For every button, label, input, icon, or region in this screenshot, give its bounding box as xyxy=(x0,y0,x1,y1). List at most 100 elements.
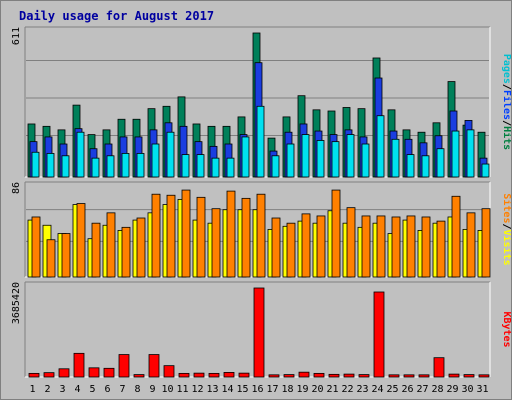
day-tick-label: 29 xyxy=(446,384,458,395)
kbytes-bar xyxy=(88,367,100,378)
kbytes-bar xyxy=(163,365,175,378)
day-tick-label: 31 xyxy=(476,384,488,395)
kbytes-bar xyxy=(58,368,70,378)
pages-bar xyxy=(181,154,190,178)
kbytes-bar xyxy=(178,372,190,378)
day-tick-label: 15 xyxy=(236,384,248,395)
kbytes-bar xyxy=(373,291,385,378)
sites-bar xyxy=(271,217,281,278)
pages-bar xyxy=(166,131,175,178)
kbytes-bar xyxy=(253,287,265,378)
pages-bar xyxy=(316,140,325,178)
pages-bar xyxy=(151,143,160,178)
day-tick-label: 5 xyxy=(89,384,95,395)
hits-side-label: Pages/Files/Hits xyxy=(501,54,512,150)
kbytes-side-label-part-0: KBytes xyxy=(501,311,511,347)
kbytes-bar xyxy=(223,372,235,378)
day-tick-label: 27 xyxy=(416,384,428,395)
kbytes-bar xyxy=(403,374,415,378)
pages-bar xyxy=(106,155,115,178)
day-tick-label: 28 xyxy=(431,384,443,395)
pages-bar xyxy=(346,134,355,178)
kbytes-bar xyxy=(388,374,400,378)
sites-bar xyxy=(196,196,206,278)
pages-bar xyxy=(361,143,370,178)
sites-bar xyxy=(226,190,236,278)
kbytes-bar xyxy=(418,374,430,378)
sites-bar xyxy=(301,213,311,278)
day-tick-label: 22 xyxy=(341,384,353,395)
kbytes-bar xyxy=(208,372,220,378)
kbytes-bar xyxy=(358,374,370,378)
pages-bar xyxy=(61,155,70,178)
sites-bar xyxy=(181,189,191,278)
kbytes-bar xyxy=(148,354,160,378)
kbytes-side-label-text: KBytes xyxy=(501,311,511,347)
pages-bar xyxy=(241,136,250,178)
day-tick-label: 10 xyxy=(161,384,173,395)
day-tick-label: 6 xyxy=(104,384,110,395)
sites-bar xyxy=(421,216,431,278)
day-tick-label: 23 xyxy=(356,384,368,395)
kbytes-bar xyxy=(73,352,85,378)
sites-bar xyxy=(406,215,416,278)
kbytes-bar xyxy=(28,372,40,378)
pages-bar xyxy=(301,134,310,178)
kbytes-bar xyxy=(103,367,115,378)
pages-bar xyxy=(76,131,85,178)
pages-bar xyxy=(196,154,205,178)
pages-bar xyxy=(481,163,490,178)
day-tick-label: 12 xyxy=(191,384,203,395)
sites-side-label-text: Sites/Visits xyxy=(501,193,511,265)
pages-bar xyxy=(466,129,475,178)
pages-bar xyxy=(376,115,385,178)
day-tick-label: 14 xyxy=(221,384,233,395)
kbytes-bar xyxy=(448,373,460,378)
kbytes-bar xyxy=(313,372,325,378)
day-tick-label: 26 xyxy=(401,384,413,395)
sites-bar xyxy=(106,212,116,278)
sites-bar xyxy=(151,193,161,278)
kbytes-bar xyxy=(478,374,490,378)
pages-bar xyxy=(31,151,40,178)
pages-bar xyxy=(271,155,280,178)
sites-bar xyxy=(91,222,101,278)
day-tick-label: 19 xyxy=(296,384,308,395)
day-tick-label: 8 xyxy=(134,384,140,395)
pages-bar xyxy=(436,148,445,178)
pages-bar xyxy=(406,154,415,178)
hits-side-label-part-0: Pages xyxy=(501,54,511,84)
pages-bar xyxy=(46,153,55,178)
pages-bar xyxy=(331,141,340,178)
day-tick-label: 25 xyxy=(386,384,398,395)
pages-bar xyxy=(136,153,145,178)
pages-bar xyxy=(226,157,235,178)
kbytes-side-label: KBytes xyxy=(501,311,512,347)
sites-bar xyxy=(46,239,56,278)
day-tick-label: 18 xyxy=(281,384,293,395)
sites-bar xyxy=(466,212,476,278)
sites-side-label: Sites/Visits xyxy=(501,193,512,265)
hits-side-label-part-1: / xyxy=(501,84,511,90)
kbytes-bar xyxy=(328,373,340,378)
day-tick-label: 1 xyxy=(29,384,35,395)
kbytes-bar xyxy=(193,372,205,378)
sites-bar xyxy=(391,216,401,278)
sites-side-label-part-1: / xyxy=(501,223,511,229)
sites-bar xyxy=(481,208,491,278)
sites-bar xyxy=(256,193,266,278)
kbytes-bar xyxy=(298,371,310,378)
sites-max-label: 86 xyxy=(11,182,22,194)
pages-bar xyxy=(421,155,430,178)
day-tick-label: 9 xyxy=(149,384,155,395)
sites-bar xyxy=(346,207,356,278)
kbytes-bar xyxy=(268,374,280,378)
sites-bar xyxy=(76,203,86,278)
pages-bar xyxy=(211,157,220,178)
day-tick-label: 17 xyxy=(266,384,278,395)
sites-bar xyxy=(166,194,176,278)
sites-bar xyxy=(436,220,446,278)
hits-side-label-part-2: Files xyxy=(501,90,511,120)
kbytes-bar xyxy=(133,374,145,378)
